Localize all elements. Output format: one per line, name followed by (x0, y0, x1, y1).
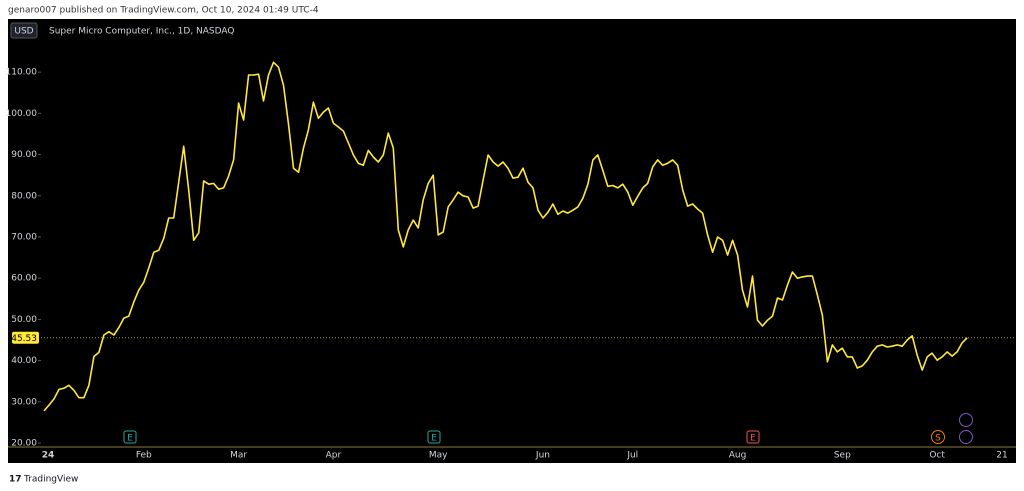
x-tick-label: May (429, 451, 448, 461)
y-tick-label: 70.00 (11, 232, 37, 242)
marker[interactable]: S (935, 434, 941, 444)
marker[interactable]: E (127, 434, 133, 444)
y-tick-label: 50.00 (11, 315, 37, 325)
x-tick-label: Jun (535, 451, 550, 461)
event-icon[interactable] (959, 430, 973, 444)
marker-box (746, 430, 760, 444)
x-tick-label: Aug (729, 451, 747, 461)
currency: USD (14, 27, 33, 37)
marker-box (427, 430, 441, 444)
y-tick-label: 40.00 (11, 356, 37, 366)
x-tick-label: Oct (929, 451, 945, 461)
y-tick-label: 30.00 (11, 397, 37, 407)
marker-box (123, 430, 137, 444)
price-line (43, 61, 968, 412)
y-tick-label: 60.00 (11, 274, 37, 284)
marker-circle (931, 430, 945, 444)
x-tick-label: Jul (626, 451, 638, 461)
x-tick-label: Apr (326, 451, 342, 461)
x-tick-label: Sep (834, 451, 851, 461)
x-tick-label: Mar (230, 451, 247, 461)
y-tick-label: 80.00 (11, 191, 37, 201)
last-price-box (12, 331, 39, 344)
currency-box (10, 22, 38, 39)
chart-title: Super Micro Computer, Inc., 1D, NASDAQ (49, 27, 235, 37)
y-tick-label: 90.00 (11, 150, 37, 160)
event-icon[interactable] (959, 413, 973, 427)
event-markers: E E E S (123, 413, 973, 444)
x-tick-label: 24 (42, 451, 55, 461)
marker[interactable]: E (431, 434, 437, 444)
last-price-label: 45.53 (11, 334, 37, 344)
chart-background (8, 19, 1016, 463)
footer: TradingView (23, 475, 78, 485)
logo: 17 (9, 475, 22, 485)
marker[interactable]: E (750, 434, 756, 444)
y-tick-label: 100.00 (6, 109, 38, 119)
x-tick-label: Feb (136, 451, 152, 461)
header: genaro007 published on TradingView.com, … (8, 6, 319, 16)
y-tick-label: 110.00 (6, 68, 38, 78)
x-tick-label: 21 (996, 451, 1007, 461)
y-tick-label: 20.00 (11, 439, 37, 449)
